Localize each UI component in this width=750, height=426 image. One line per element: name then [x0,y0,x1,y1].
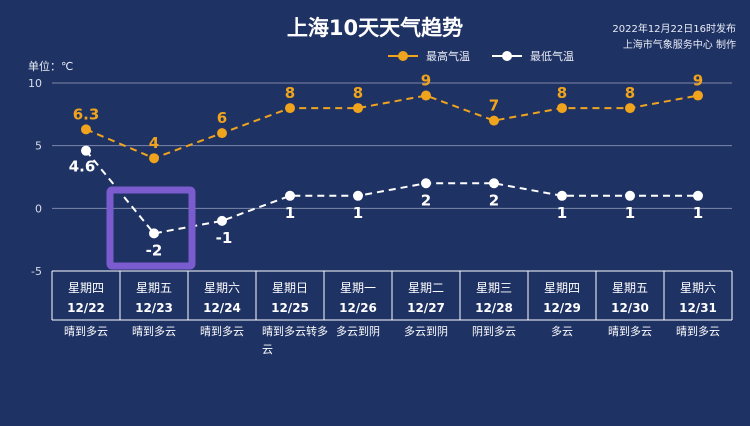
low-temp-point [557,190,567,201]
weather-label: 多云到阴 [336,324,380,338]
legend: 最高气温 最低气温 [388,48,596,64]
high-temp-point [625,103,635,114]
weather-label: 晴到多云 [608,324,652,338]
low-temp-point [353,190,363,201]
high-temp-label: 8 [353,84,363,102]
high-temp-label: 4 [149,134,159,152]
date-label: 12/31 [679,301,717,315]
high-temp-point [149,153,159,164]
issuer: 上海市气象服务中心 制作 [622,40,736,51]
low-temp-label: -2 [146,241,163,259]
y-tick-label: 5 [35,140,42,153]
weather-label: 多云 [551,324,573,338]
low-temp-label: 1 [557,204,567,222]
high-temp-label: 9 [693,72,703,90]
high-temp-label: 6.3 [73,105,100,123]
high-temp-point [217,128,227,139]
high-temp-label: 8 [557,84,567,102]
weather-label: 晴到多云 [676,324,720,338]
date-label: 12/29 [543,301,581,315]
date-label: 12/30 [611,301,649,315]
low-temp-point [81,145,91,156]
legend-label-high: 最高气温 [426,50,470,63]
low-temp-label: 1 [693,204,703,222]
low-temp-label: 1 [353,204,363,222]
low-temp-label: 4.6 [69,158,96,176]
weekday-label: 星期四 [544,281,580,295]
date-label: 12/26 [339,301,377,315]
weather-label: 阴到多云 [472,324,516,338]
high-temp-label: 8 [625,84,635,102]
low-temp-point [625,190,635,201]
high-temp-point [285,103,295,114]
legend-label-low: 最低气温 [530,50,574,63]
high-temp-label: 6 [217,109,227,127]
high-temp-point [353,103,363,114]
low-temp-line [85,150,698,235]
weekday-label: 星期四 [68,281,104,295]
low-temp-point [149,228,159,239]
date-label: 12/25 [271,301,309,315]
date-label: 12/27 [407,301,445,315]
low-temp-label: 1 [285,204,295,222]
unit-label: 单位：℃ [28,60,74,73]
low-temp-point [421,178,431,189]
weekday-label: 星期六 [204,281,240,295]
weather-label: 晴到多云 [64,324,108,338]
legend-swatch-low [492,50,522,62]
legend-item-low: 最低气温 [492,48,574,64]
weather-label-cont: 云 [262,343,273,356]
weather-label: 晴到多云转多 [262,324,328,338]
weekday-label: 星期五 [136,281,172,295]
low-temp-label: -1 [216,229,233,247]
weekday-label: 星期二 [408,281,444,295]
low-temp-point [217,215,227,226]
high-temp-point [693,90,703,101]
weather-label: 晴到多云 [132,324,176,338]
weekday-label: 星期一 [340,281,376,295]
weekday-label: 星期六 [680,281,716,295]
y-tick-label: 0 [35,202,42,215]
weekday-label: 星期三 [476,281,512,295]
low-temp-point [489,178,499,189]
date-label: 12/28 [475,301,513,315]
issue-time: 2022年12月22日16时发布 [612,24,736,35]
page-title: 上海10天天气趋势 [286,16,464,40]
high-temp-point [81,124,91,135]
low-temp-point [693,190,703,201]
low-temp-label: 1 [625,204,635,222]
low-temp-point [285,190,295,201]
high-temp-label: 9 [421,72,431,90]
high-temp-line [85,94,699,160]
high-temp-point [489,115,499,126]
date-label: 12/22 [67,301,105,315]
weather-label: 晴到多云 [200,324,244,338]
y-tick-label: 10 [28,77,42,90]
y-tick-label: -5 [31,265,42,278]
weekday-label: 星期日 [272,281,308,295]
date-label: 12/23 [135,301,173,315]
weather-label: 多云到阴 [404,324,448,338]
high-temp-point [557,103,567,114]
high-temp-point [421,90,431,101]
date-label: 12/24 [203,301,241,315]
low-temp-label: 2 [489,191,499,209]
weekday-label: 星期五 [612,281,648,295]
high-temp-label: 8 [285,84,295,102]
high-temp-label: 7 [489,97,499,115]
legend-swatch-high [388,50,418,62]
issue-info: 2022年12月22日16时发布 上海市气象服务中心 制作 [612,22,736,54]
legend-item-high: 最高气温 [388,48,470,64]
low-temp-label: 2 [421,191,431,209]
highlight-box [106,186,196,270]
